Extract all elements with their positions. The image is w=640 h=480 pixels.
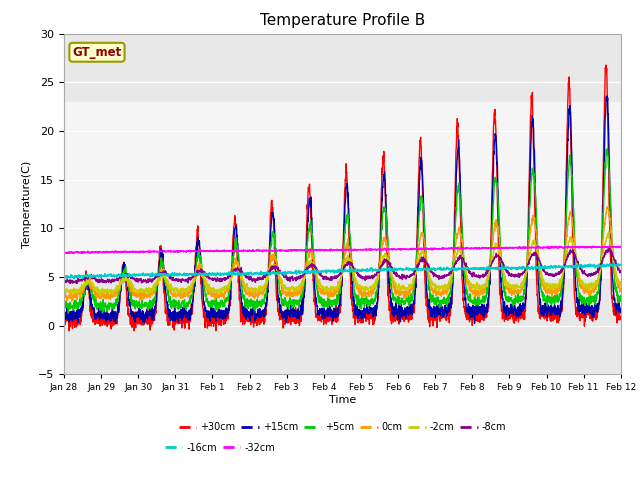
-16cm <box>371 267 378 273</box>
-16cm <box>610 260 618 266</box>
+15cm <box>216 307 223 312</box>
+30cm <box>65 328 73 334</box>
-8cm <box>584 272 591 278</box>
+30cm <box>371 318 379 324</box>
0cm <box>60 294 68 300</box>
-2cm <box>584 284 591 289</box>
+15cm <box>584 310 591 315</box>
+15cm <box>617 306 625 312</box>
-8cm <box>605 245 613 251</box>
Line: -32cm: -32cm <box>64 246 621 253</box>
0cm <box>359 293 367 299</box>
-8cm <box>504 270 512 276</box>
-16cm <box>358 268 366 274</box>
0cm <box>216 290 223 296</box>
+15cm <box>603 93 611 99</box>
+30cm <box>359 308 367 313</box>
+30cm <box>60 311 68 317</box>
+5cm <box>371 299 379 304</box>
-2cm <box>568 237 575 243</box>
+5cm <box>617 293 625 299</box>
Line: +5cm: +5cm <box>64 148 621 313</box>
0cm <box>605 204 612 209</box>
Bar <box>64 102 621 277</box>
+30cm <box>568 190 575 195</box>
+5cm <box>584 296 591 302</box>
-2cm <box>504 279 512 285</box>
0cm <box>68 298 76 304</box>
+15cm <box>60 316 68 322</box>
0cm <box>504 288 512 293</box>
Line: -16cm: -16cm <box>64 263 621 279</box>
-8cm <box>617 269 625 275</box>
+15cm <box>371 311 379 317</box>
Y-axis label: Temperature(C): Temperature(C) <box>22 160 33 248</box>
+5cm <box>568 174 575 180</box>
+5cm <box>65 311 72 316</box>
-8cm <box>60 280 68 286</box>
-16cm <box>504 264 512 270</box>
0cm <box>584 286 591 291</box>
-8cm <box>568 249 575 254</box>
0cm <box>617 286 625 292</box>
-2cm <box>60 290 68 296</box>
-16cm <box>617 262 625 267</box>
Line: 0cm: 0cm <box>64 206 621 301</box>
Title: Temperature Profile B: Temperature Profile B <box>260 13 425 28</box>
+5cm <box>359 300 367 306</box>
+5cm <box>216 301 223 307</box>
-32cm <box>568 244 576 250</box>
+5cm <box>504 299 512 305</box>
0cm <box>568 215 575 220</box>
-2cm <box>605 229 612 235</box>
+15cm <box>112 321 120 327</box>
-32cm <box>504 245 512 251</box>
-2cm <box>97 292 104 298</box>
Legend: -16cm, -32cm: -16cm, -32cm <box>161 439 279 456</box>
Line: +30cm: +30cm <box>64 65 621 331</box>
+30cm <box>216 315 223 321</box>
-16cm <box>568 264 575 269</box>
+15cm <box>359 308 367 313</box>
-32cm <box>216 248 223 254</box>
-8cm <box>216 278 223 284</box>
+5cm <box>604 145 611 151</box>
+15cm <box>504 309 512 314</box>
-8cm <box>67 281 74 287</box>
-32cm <box>617 243 625 249</box>
Line: -2cm: -2cm <box>64 232 621 295</box>
X-axis label: Time: Time <box>329 395 356 405</box>
-32cm <box>60 251 68 256</box>
Line: -8cm: -8cm <box>64 248 621 284</box>
-2cm <box>359 287 367 292</box>
-32cm <box>534 243 541 249</box>
-16cm <box>583 263 591 268</box>
+30cm <box>602 62 610 68</box>
+30cm <box>504 316 512 322</box>
-16cm <box>60 276 68 282</box>
Text: GT_met: GT_met <box>72 46 122 59</box>
-2cm <box>371 284 379 289</box>
0cm <box>371 285 379 290</box>
-8cm <box>359 274 367 280</box>
-32cm <box>63 251 70 256</box>
-2cm <box>216 290 223 296</box>
-32cm <box>371 247 379 252</box>
-8cm <box>371 271 379 277</box>
-2cm <box>617 282 625 288</box>
Line: +15cm: +15cm <box>64 96 621 324</box>
+30cm <box>584 312 591 317</box>
-32cm <box>584 245 591 251</box>
-32cm <box>359 247 367 252</box>
-16cm <box>216 271 223 277</box>
+15cm <box>568 153 575 159</box>
+30cm <box>617 316 625 322</box>
+5cm <box>60 301 68 307</box>
